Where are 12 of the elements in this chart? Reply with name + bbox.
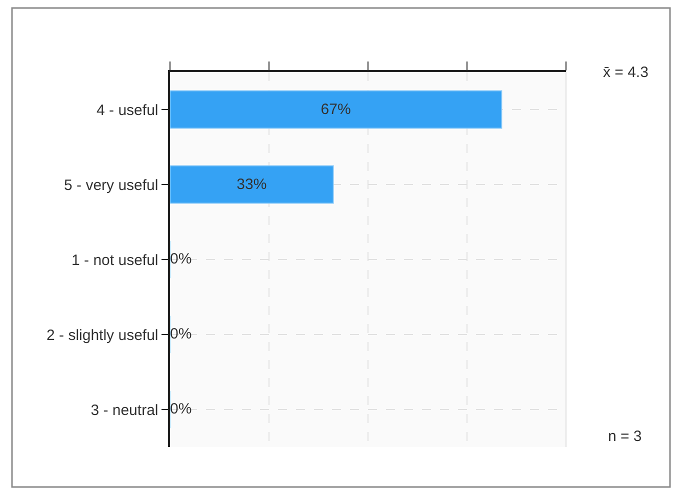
data-label: 0% [170,250,192,268]
data-label: 67% [320,101,351,118]
y-tick-label: 5 - very useful [64,176,158,194]
y-tick-label: 2 - slightly useful [46,326,158,344]
y-tick-label: 4 - useful [96,102,158,119]
data-label: 0% [170,325,192,342]
text: x̄ = 4.3 [603,64,648,81]
data-label: 0% [170,400,192,418]
y-tick-label: 1 - not useful [72,252,158,269]
text: n = 3 [608,428,642,445]
data-label: 33% [236,176,267,193]
y-tick-label: 3 - neutral [90,402,158,419]
